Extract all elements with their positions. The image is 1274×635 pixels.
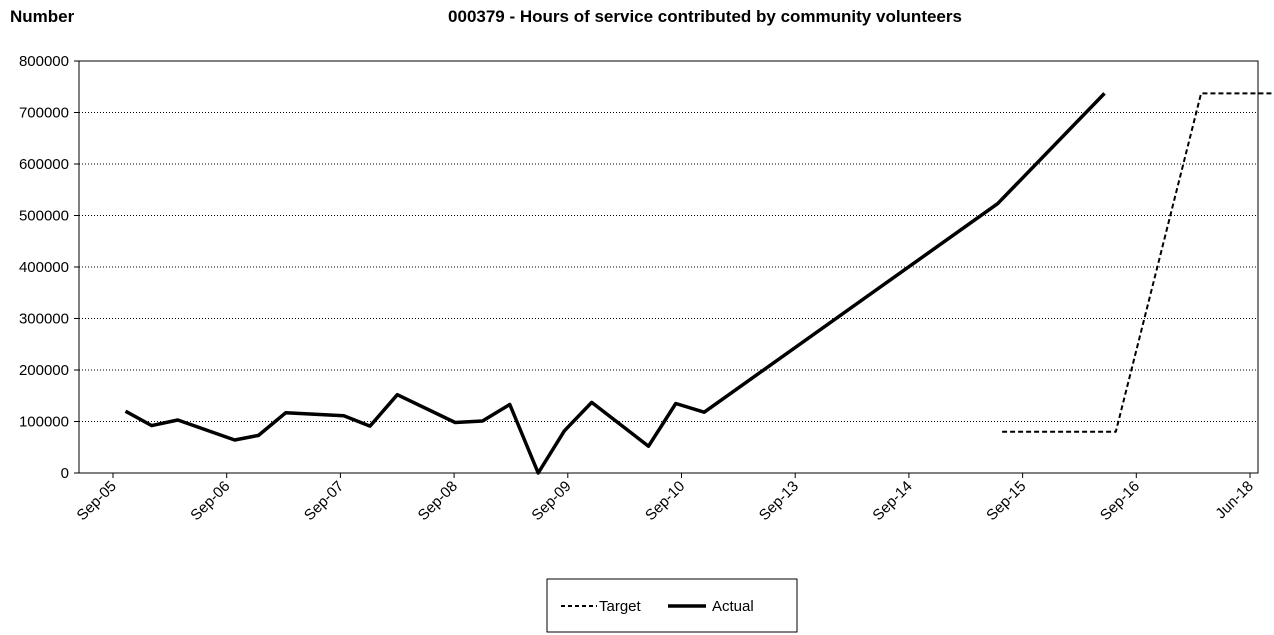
x-tick-label: Sep-06 (187, 478, 233, 524)
y-tick-label: 200000 (19, 362, 69, 379)
x-tick-label: Sep-10 (642, 478, 688, 524)
y-tick-label: 700000 (19, 105, 69, 122)
x-axis-ticks: Sep-05 Sep-06 Sep-07 Sep-08 Sep-09 Sep-10 Sep-… (74, 473, 1257, 524)
series-line-actual (124, 92, 1106, 475)
x-tick-label: Sep-13 (756, 478, 802, 524)
x-tick-label: Sep-09 (528, 478, 574, 524)
series-lines (124, 92, 1274, 475)
legend-target-label: Target (599, 598, 642, 615)
y-axis-ticks: 0 100000 200000 300000 400000 500000 600000 700… (19, 53, 79, 482)
y-axis-label: Number (10, 7, 75, 26)
x-tick-label: Sep-08 (415, 478, 461, 524)
y-tick-label: 400000 (19, 259, 69, 276)
x-tick-label: Sep-14 (870, 478, 916, 524)
legend: Target Actual (546, 578, 798, 633)
series-line-target (1002, 92, 1274, 433)
y-tick-label: 500000 (19, 208, 69, 225)
plot-area (78, 60, 1259, 474)
x-tick-label: Sep-07 (301, 478, 347, 524)
y-tick-label: 300000 (19, 311, 69, 328)
y-tick-label: 100000 (19, 414, 69, 431)
x-tick-label: Sep-16 (1097, 478, 1143, 524)
legend-actual-label: Actual (712, 598, 754, 615)
y-tick-label: 600000 (19, 156, 69, 173)
gridlines (79, 112, 1258, 422)
y-tick-label: 0 (61, 465, 69, 482)
y-tick-label: 800000 (19, 53, 69, 70)
x-tick-label: Jun-18 (1212, 478, 1256, 522)
x-tick-label: Sep-05 (74, 478, 120, 524)
x-tick-label: Sep-15 (983, 478, 1029, 524)
chart-title: 000379 - Hours of service contributed by… (448, 7, 962, 26)
